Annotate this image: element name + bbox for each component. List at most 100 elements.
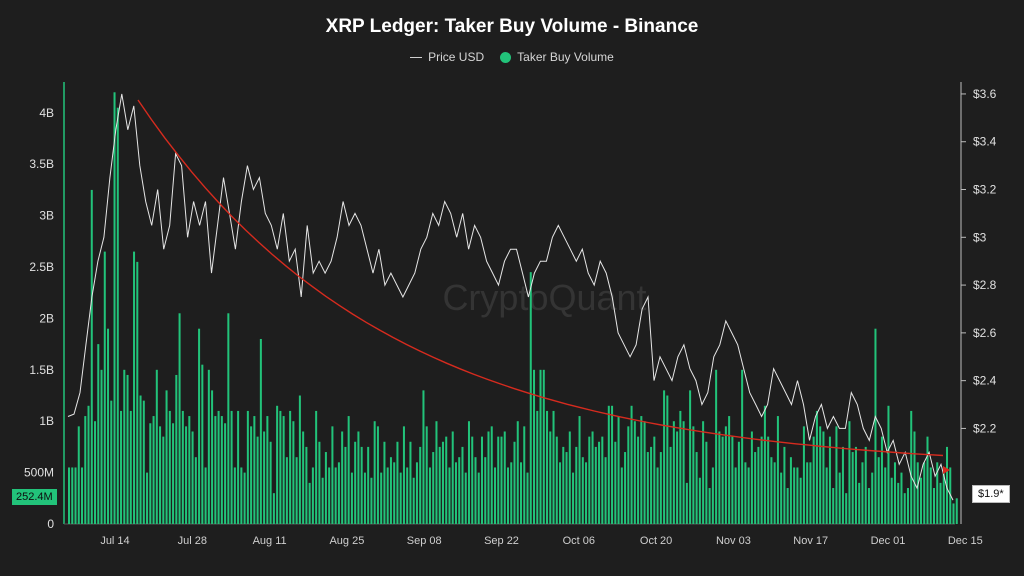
volume-bar [864,446,867,524]
volume-bar [136,261,139,524]
volume-bar [250,426,253,524]
volume-bar [659,452,662,524]
volume-bar [142,400,145,524]
volume-bar [373,421,376,524]
volume-bar [945,446,949,524]
volume-bar [276,405,279,524]
volume-bar [737,441,740,524]
volume-bar [770,457,773,524]
y-right-tick-label: $3.2 [973,183,997,197]
volume-bar [806,462,809,524]
volume-bar [604,457,607,524]
volume-bar [555,436,558,524]
volume-bar [906,488,909,524]
y-right-tick-label: $2.4 [973,374,997,388]
volume-bar [672,421,675,524]
volume-bar [272,493,275,524]
volume-bar [448,467,451,524]
volume-bar [880,436,883,524]
volume-bar [90,189,93,524]
volume-bar [230,410,233,524]
volume-bar [298,395,301,524]
volume-bar [389,457,392,524]
volume-bar [484,457,487,524]
volume-bar [139,395,142,524]
y-right-tick-label: $2.6 [973,326,997,340]
volume-bar [952,503,955,524]
chart-legend: Price USD Taker Buy Volume [0,50,1024,64]
volume-bar [321,477,324,524]
volume-bar [900,472,903,524]
volume-bar [129,410,132,524]
volume-bar [516,421,519,524]
volume-bar [763,405,766,524]
volume-bar [285,457,288,524]
volume-bar [480,436,483,524]
volume-bar [224,423,227,524]
volume-bar [812,436,815,524]
volume-bar [162,436,165,524]
volume-bar [68,467,71,524]
volume-bar [425,426,428,524]
volume-bar [441,441,444,524]
volume-bar [724,426,727,524]
volume-bar [146,472,149,524]
watermark-text: CryptoQuant [442,277,646,318]
volume-bar [923,462,926,524]
volume-bar [204,467,207,524]
volume-bar [575,446,578,524]
volume-bar [685,482,688,524]
volume-bar [708,488,711,524]
volume-bar [702,421,705,524]
volume-bar [198,328,201,524]
volume-bar [81,467,84,524]
y-left-tick-label: 0 [47,517,54,531]
volume-bar [643,421,646,524]
volume-bar [624,452,627,524]
volume-bar [780,472,783,524]
volume-bar [825,467,828,524]
volume-bar [533,369,536,524]
volume-bar [874,328,877,524]
volume-bar [734,467,737,524]
volume-bar [435,421,438,524]
legend-item-price[interactable]: Price USD [410,50,484,64]
volume-bar [292,421,295,524]
volume-bar [510,462,513,524]
volume-bar [529,272,532,524]
volume-bar [815,410,818,524]
volume-bar [913,431,916,524]
volume-bar [302,431,305,524]
volume-bar [728,416,731,524]
volume-bar [451,431,454,524]
volume-bar [705,441,708,524]
volume-bar [103,251,106,524]
volume-bar [168,410,171,524]
volume-bar [240,467,243,524]
volume-bar [854,446,857,524]
volume-bar [266,416,269,524]
legend-label-volume: Taker Buy Volume [517,50,614,64]
y-right-tick-label: $3.4 [973,135,997,149]
x-tick-label: Dec 01 [871,535,906,547]
volume-bar [295,457,298,524]
volume-bar [386,467,389,524]
volume-bar [402,426,405,524]
legend-item-volume[interactable]: Taker Buy Volume [500,50,614,64]
volume-bar [741,369,744,524]
volume-bar [126,374,129,524]
volume-bar [841,446,844,524]
volume-bar [474,457,477,524]
volume-bar [123,369,126,524]
volume-bar [828,436,831,524]
volume-bar [689,390,692,524]
volume-bar [178,313,181,524]
volume-bar [715,369,718,524]
volume-bar [692,426,695,524]
y-left-tick-label: 3.5B [29,157,54,171]
volume-bar [903,493,906,524]
volume-bar [487,431,490,524]
volume-bar [936,462,939,524]
volume-bar [318,441,321,524]
